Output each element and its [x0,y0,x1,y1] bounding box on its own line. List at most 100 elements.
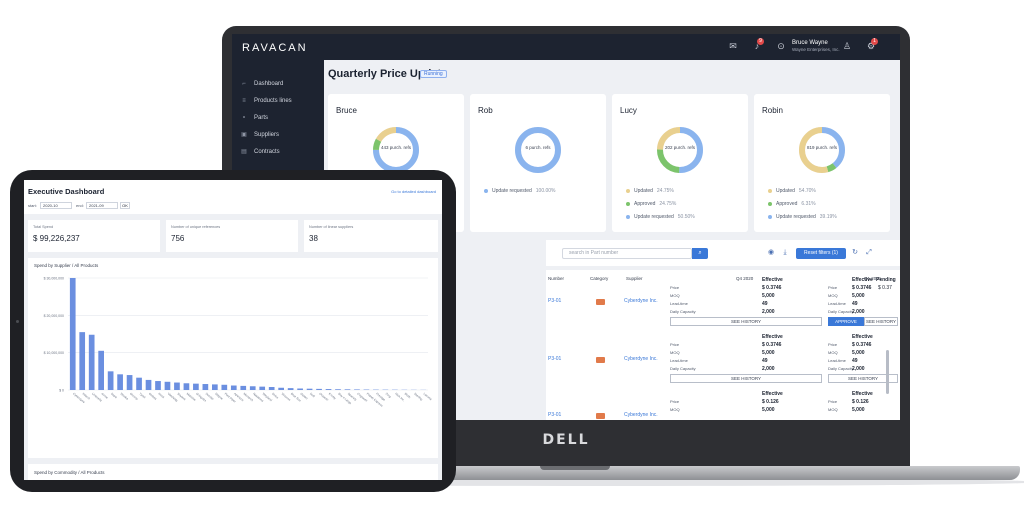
user-card-robin[interactable]: Robin 819 purch. refs Updated 54.70% Appr… [754,94,890,232]
kpi-unique-references: Number of unique references 756 [166,220,298,252]
bar[interactable] [88,334,95,390]
bar[interactable] [126,375,133,390]
bar[interactable] [344,389,351,390]
sidebar-item-parts[interactable]: ⚬ Parts [240,112,268,124]
main-content: Quarterly Price Update Running Bruce 443… [324,60,900,420]
part-number-link[interactable]: P3-01 [548,412,562,418]
approve-button[interactable]: APPROVE [828,317,864,326]
see-history-button[interactable]: SEE HISTORY [670,317,822,326]
legend-item: Approved 24.75% [626,201,676,207]
toggle-icon[interactable]: ◉ [767,249,775,256]
bar[interactable] [354,389,360,390]
bar[interactable] [335,389,341,390]
user-icon[interactable]: ♙ [842,41,852,51]
fullscreen-icon[interactable]: ⤢ [866,249,872,256]
x-tick-label: Vandelay [167,392,179,403]
bar[interactable] [268,387,275,390]
bar[interactable] [69,278,76,390]
bar[interactable] [221,384,228,390]
bar[interactable] [297,388,303,390]
bar[interactable] [306,388,313,390]
bar[interactable] [278,387,284,390]
user-card-rob[interactable]: Rob 6 purch. refs Update requested 100.00… [470,94,606,232]
category-badge [596,299,605,305]
help-icon[interactable]: ⊙ [777,41,785,51]
bar[interactable] [98,350,104,390]
mail-icon[interactable]: ✉ [729,41,737,51]
part-number-link[interactable]: P3-01 [548,298,562,304]
see-history-button[interactable]: SEE HISTORY [828,374,898,383]
q4-price: $ 0.126 [762,399,779,405]
bar[interactable] [136,377,142,390]
column-header-supplier[interactable]: Supplier [626,276,643,281]
legend-label: Update requested [776,214,816,220]
sidebar-item-dashboard[interactable]: ⌐ Dashboard [240,78,283,90]
search-input[interactable]: search in Part number [562,248,692,259]
bar[interactable] [193,383,199,390]
status-badge: Running [420,70,447,78]
sidebar-item-contracts[interactable]: ▤ Contracts [240,146,280,158]
bar[interactable] [249,386,256,390]
price-label: Price [670,399,680,404]
download-icon[interactable]: ⤓ [783,249,787,256]
bar[interactable] [79,332,86,390]
kpi-label: Number of unique references [171,225,221,229]
chart-icon: ⌐ [242,81,246,87]
search-button[interactable]: ⌕ [692,248,708,259]
q4-lead: 49 [762,358,768,364]
start-date-select[interactable]: 2020-10 [40,202,72,209]
table-scrollbar[interactable] [886,350,889,394]
user-card-lucy[interactable]: Lucy 202 purch. refs Updated 24.75% Appro… [612,94,748,232]
bar[interactable] [230,385,237,390]
bar[interactable] [240,385,247,390]
x-tick-label: Cogswell [356,392,368,403]
ok-button[interactable]: OK [120,202,130,209]
card-name: Bruce [336,106,357,115]
app-logo[interactable]: RAVACAN [242,42,308,54]
bar[interactable] [183,383,190,390]
legend-item: Update requested 50.50% [626,214,695,220]
legend-item: Updated 54.70% [768,188,816,194]
bar[interactable] [164,381,171,390]
donut-center-label: 443 purch. refs [380,145,412,150]
bar[interactable] [316,388,322,390]
bar[interactable] [212,384,218,390]
sidebar-item-product-lines[interactable]: ≡ Products lines [240,95,291,107]
settings-icon[interactable]: ⚙ [866,41,876,51]
supplier-link[interactable]: Cyberdyne Inc. [624,356,658,362]
legend-item: Update requested 100.00% [484,188,556,194]
end-date-select[interactable]: 2021-09 [86,202,118,209]
bar[interactable] [287,388,294,390]
bell-icon[interactable]: ♪ [754,41,760,51]
refresh-icon[interactable]: ↻ [852,249,858,256]
see-history-button[interactable]: SEE HISTORY [670,374,822,383]
spend-by-supplier-panel: Spend by Supplier / All Products $ 0 $ 10… [28,258,438,458]
moq-label: MOQ [828,350,838,355]
reset-filters-button[interactable]: Reset filters (1) [796,248,846,259]
supplier-link[interactable]: Cyberdyne Inc. [624,412,658,418]
user-name[interactable]: Bruce Wayne [792,40,828,46]
bar[interactable] [202,384,209,390]
x-tick-label: Hooli [157,392,165,400]
bar[interactable] [259,386,266,390]
sidebar-item-suppliers[interactable]: ▣ Suppliers [240,129,279,141]
part-number-link[interactable]: P3-01 [548,356,562,362]
supplier-link[interactable]: Cyberdyne Inc. [624,298,658,304]
chart-title: Spend by Commodity / All Products [34,470,105,475]
notification-count-badge: 9 [757,38,764,45]
bar[interactable] [117,374,123,390]
bar[interactable] [145,379,152,390]
bar[interactable] [325,389,332,390]
legend-pct: 54.70% [798,188,816,194]
see-history-button[interactable]: SEE HISTORY [864,317,898,326]
column-header-part-number[interactable]: Number [548,276,565,281]
x-tick-label: Monarch [243,392,255,403]
bar[interactable] [107,371,114,390]
x-tick-label: Virtucon [281,392,292,402]
detailed-dashboard-link[interactable]: Go to detailed dashboard [391,189,436,194]
q1-moq: 5,000 [852,293,865,299]
category-badge [596,413,605,419]
column-header-category[interactable]: Category [590,276,609,281]
bar[interactable] [155,381,161,390]
bar[interactable] [174,382,180,390]
